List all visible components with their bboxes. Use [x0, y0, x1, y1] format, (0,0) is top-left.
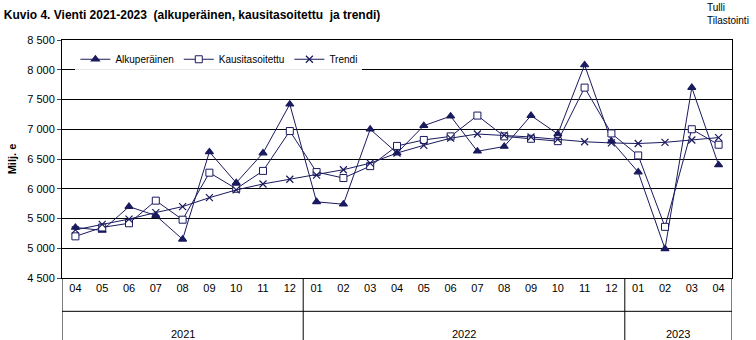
svg-text:11: 11	[257, 282, 268, 294]
svg-text:10: 10	[230, 282, 242, 294]
svg-text:2023: 2023	[666, 328, 690, 340]
svg-text:5 000: 5 000	[27, 242, 55, 254]
svg-text:07: 07	[471, 282, 483, 294]
svg-text:7 000: 7 000	[27, 123, 55, 135]
svg-text:09: 09	[203, 282, 215, 294]
svg-text:2021: 2021	[171, 328, 195, 340]
svg-text:05: 05	[96, 282, 108, 294]
svg-text:04: 04	[391, 282, 403, 294]
svg-text:7 500: 7 500	[27, 93, 55, 105]
svg-text:11: 11	[579, 282, 590, 294]
svg-text:Milj. e: Milj. e	[6, 144, 18, 175]
svg-text:06: 06	[123, 282, 135, 294]
svg-text:08: 08	[176, 282, 188, 294]
svg-text:01: 01	[310, 282, 322, 294]
svg-text:02: 02	[659, 282, 671, 294]
svg-text:TulliTilastointi: TulliTilastointi	[707, 2, 749, 26]
svg-text:05: 05	[418, 282, 430, 294]
svg-text:07: 07	[150, 282, 162, 294]
svg-text:08: 08	[498, 282, 510, 294]
svg-text:12: 12	[284, 282, 296, 294]
svg-text:01: 01	[632, 282, 644, 294]
svg-text:Kuvio 4. Vienti 2021-2023 (al: Kuvio 4. Vienti 2021-2023 (alkuperäinen,…	[4, 8, 381, 22]
svg-text:5 500: 5 500	[27, 212, 55, 224]
svg-text:03: 03	[364, 282, 376, 294]
svg-text:6 000: 6 000	[27, 183, 55, 195]
svg-text:04: 04	[712, 282, 724, 294]
svg-text:Trendi: Trendi	[329, 54, 357, 65]
svg-text:6 500: 6 500	[27, 153, 55, 165]
svg-text:8 500: 8 500	[27, 34, 55, 46]
svg-text:09: 09	[525, 282, 537, 294]
svg-text:Kausitasoitettu: Kausitasoitettu	[219, 54, 285, 65]
svg-text:06: 06	[444, 282, 456, 294]
svg-text:04: 04	[69, 282, 81, 294]
svg-text:2022: 2022	[452, 328, 476, 340]
svg-text:Alkuperäinen: Alkuperäinen	[115, 54, 173, 65]
svg-text:03: 03	[686, 282, 698, 294]
svg-text:4 500: 4 500	[27, 272, 55, 284]
svg-text:8 000: 8 000	[27, 64, 55, 76]
svg-text:10: 10	[552, 282, 564, 294]
svg-text:02: 02	[337, 282, 349, 294]
svg-text:12: 12	[605, 282, 617, 294]
